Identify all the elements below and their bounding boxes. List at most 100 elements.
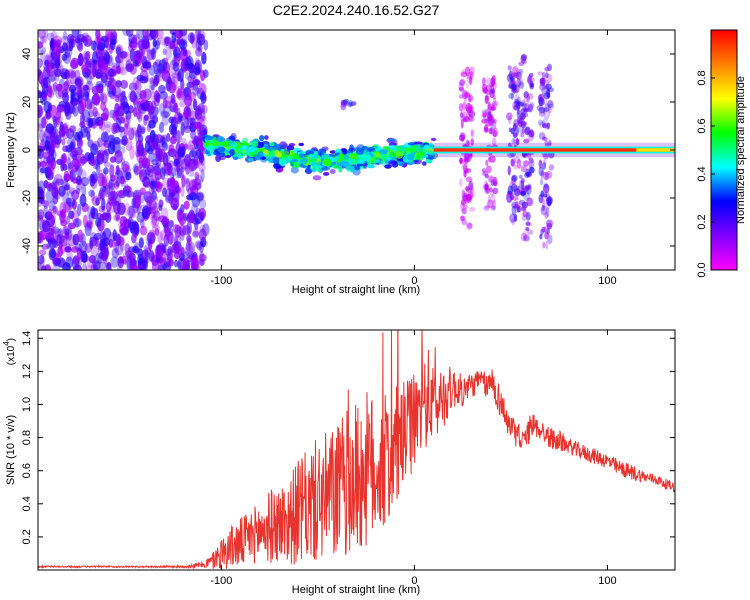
spectrogram-cell (52, 81, 58, 92)
spectrogram-cell (507, 65, 512, 71)
spectrogram-cell (463, 156, 469, 164)
spectrogram-cell (141, 55, 148, 69)
spectrogram-cell (186, 81, 195, 88)
spectrogram-cell (64, 183, 71, 191)
spectrogram-cell (187, 32, 196, 43)
spectrogram-cell (104, 262, 110, 269)
spectrogram-cell (61, 125, 70, 140)
spectrogram-cell (141, 249, 150, 262)
spectrogram-cell (123, 202, 131, 217)
spectrogram-cell (66, 197, 76, 207)
carrier-band-core (433, 148, 675, 152)
spectrogram-cell (517, 115, 524, 125)
spectrogram-cell (169, 234, 178, 247)
spectrogram-cell (43, 205, 48, 219)
spectrogram-cell (98, 261, 107, 270)
spectrogram-cell (544, 140, 549, 146)
spectrogram-cell (62, 91, 70, 104)
spectrogram-cell (104, 184, 111, 195)
spectrogram-cell (490, 193, 496, 204)
spectrogram-cell (65, 45, 70, 59)
spectrogram-cell (484, 183, 489, 191)
spectrogram-cell (544, 211, 549, 220)
spectrogram-cell (70, 88, 75, 103)
spectrogram-cell (482, 86, 488, 94)
spectrogram-cell (203, 69, 209, 78)
spectrogram-cell (41, 116, 47, 129)
spectrogram-cell (538, 166, 544, 177)
spectrogram-cell (507, 185, 514, 195)
spectrogram-cell (546, 196, 553, 206)
spectrogram-cell (196, 191, 205, 201)
spectrogram-cell (528, 103, 534, 113)
spectrogram-cell (87, 258, 95, 269)
spectrogram-cell (142, 30, 149, 39)
spectrogram-cell (183, 200, 190, 210)
spectrogram-cell (217, 135, 224, 142)
spectrogram-cell (512, 101, 518, 110)
spectrogram-cell (62, 42, 68, 52)
spectrogram-cell (522, 121, 527, 127)
spectrogram-cell (52, 35, 62, 46)
spectrogram-cell (41, 35, 47, 44)
spectrogram-cell (195, 30, 201, 41)
spectrogram-cell (188, 91, 196, 101)
colorbar-gradient (710, 29, 738, 271)
spectrogram-cell (38, 58, 44, 69)
spectrogram-cell (510, 93, 514, 100)
spectrogram-cell (74, 69, 81, 81)
spectrogram-cell (112, 109, 119, 117)
spectrogram-cell (56, 109, 62, 120)
spectrogram-cell (200, 168, 205, 182)
spectrogram-cell (543, 114, 549, 121)
spectrogram-cell (54, 68, 62, 78)
spectrogram-cell (487, 156, 492, 163)
spectrogram-cell (48, 89, 55, 99)
spectrogram-cell (95, 197, 100, 206)
spectrogram-cell (517, 200, 524, 209)
spectrogram-cell (223, 140, 231, 148)
chart-title: C2E2.2024.240.16.52.G27 (273, 2, 440, 18)
spectrogram-cell (469, 207, 476, 212)
spectrogram-cell (466, 222, 473, 229)
spectrogram-cell (114, 244, 124, 256)
spectrogram-cell (518, 101, 524, 107)
spectrogram-panel: -100 0 100 -40 -20 0 20 40 Height of straight … (5, 29, 676, 296)
spectrogram-cell (121, 95, 128, 108)
spectrogram-cell (148, 152, 157, 163)
spectrogram-cell (38, 209, 45, 220)
spectrogram-cell (108, 179, 116, 191)
spectrogram-cell (95, 86, 104, 94)
spectrogram-cell (129, 258, 135, 270)
spectrogram-cell (311, 165, 321, 172)
spectrogram-cell (90, 40, 97, 51)
spectrogram-cell (64, 101, 71, 114)
spectrogram-cell (488, 176, 495, 184)
spectrogram-cell (63, 48, 73, 58)
spectrogram-cell (142, 75, 150, 83)
spectrogram-cell (187, 144, 196, 152)
spectrogram-cell (99, 230, 105, 244)
spectrogram-cell (491, 88, 495, 95)
spectrogram-cell (61, 181, 70, 190)
spectrogram-cell (525, 227, 530, 232)
spectrogram-cell (77, 42, 84, 52)
spectrogram-cell (148, 229, 156, 239)
spectrogram-cell (88, 158, 96, 166)
spectrogram-cell (71, 30, 80, 38)
colorbar-tick-label: 0.2 (696, 214, 708, 229)
spectrogram-cell (77, 30, 82, 39)
spectrogram-y-ticks: -40 -20 0 20 40 (21, 48, 675, 254)
spectrogram-cell (346, 165, 355, 173)
spectrogram-cell (204, 135, 213, 141)
spectrogram-cell (148, 250, 155, 262)
spectrogram-cell (149, 111, 154, 120)
spectrogram-cell (513, 135, 519, 144)
spectrogram-cell (542, 198, 546, 209)
colorbar-ticks: 0.0 0.2 0.4 0.6 0.8 (696, 70, 715, 278)
spectrogram-cell (108, 68, 117, 76)
spectrogram-cell (484, 94, 489, 105)
spectrogram-cell (106, 261, 111, 270)
spectrogram-cell (107, 68, 117, 77)
spectrogram-cell (520, 177, 525, 184)
